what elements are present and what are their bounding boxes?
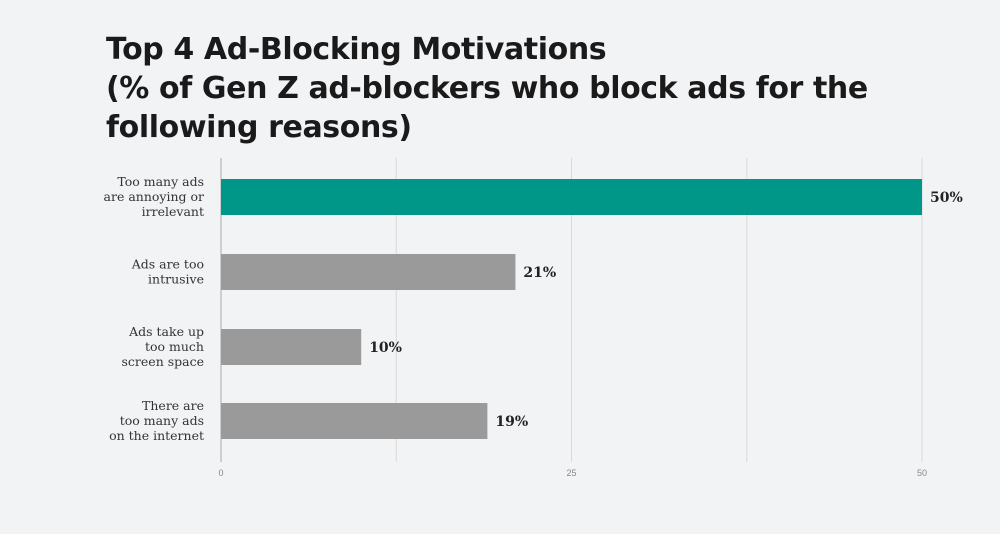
category-label-line: irrelevant [142, 204, 204, 219]
category-label-line: There are [142, 398, 204, 413]
bar [221, 254, 516, 290]
labels: 0 25 50 50% Too many ads are annoying or irrel… [104, 174, 963, 478]
bar [221, 329, 362, 365]
data-label: 10% [369, 340, 402, 356]
category-label-line: Ads are too [131, 257, 204, 272]
category-label-line: Too many ads [117, 174, 204, 189]
category-label-line: too many ads [120, 413, 204, 428]
x-tick-label: 50 [917, 468, 927, 478]
category-label-line: screen space [122, 354, 204, 369]
chart-title-line-1: Top 4 Ad-Blocking Motivations [106, 32, 607, 67]
x-tick-label: 25 [566, 468, 576, 478]
category-label-line: on the internet [109, 428, 204, 443]
category-label-line: are annoying or [104, 189, 204, 204]
data-label: 19% [495, 414, 528, 430]
category-label: Ads take up too much screen space [122, 324, 204, 369]
bar [221, 403, 488, 439]
chart-title-line-2: (% of Gen Z ad-blockers who block ads fo… [106, 71, 868, 106]
category-label-line: too much [145, 339, 204, 354]
category-label-line: intrusive [148, 272, 204, 287]
data-label: 21% [523, 265, 556, 281]
category-label-line: Ads take up [128, 324, 204, 339]
bar [221, 179, 922, 215]
category-label: Ads are too intrusive [131, 257, 204, 287]
category-label: There are too many ads on the internet [109, 398, 204, 443]
chart-title: Top 4 Ad-Blocking Motivations (% of Gen … [106, 30, 966, 147]
bars [221, 179, 922, 439]
data-label: 50% [930, 190, 963, 206]
x-tick-label: 0 [218, 468, 223, 478]
category-label: Too many ads are annoying or irrelevant [104, 174, 204, 219]
chart-title-line-3: following reasons) [106, 110, 412, 145]
